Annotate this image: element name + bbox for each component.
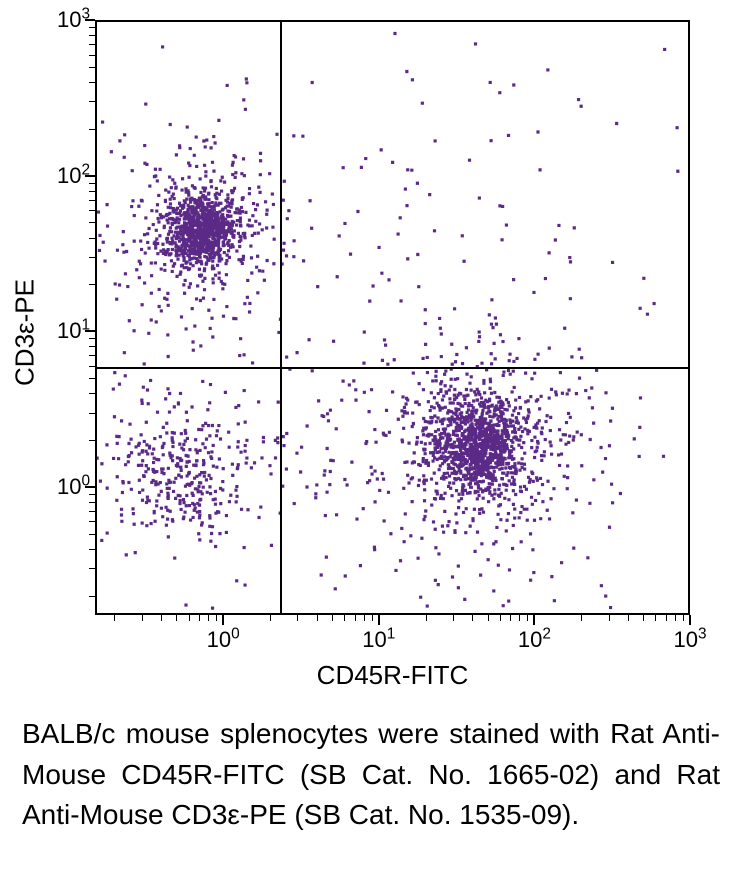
y-tick-minor (89, 183, 95, 184)
x-tick-minor (609, 615, 610, 621)
y-tick-minor (89, 393, 95, 394)
x-tick-minor (666, 615, 667, 621)
x-tick-minor (114, 615, 115, 621)
figure-caption: BALB/c mouse splenocytes were stained wi… (22, 714, 720, 836)
y-tick-minor (89, 413, 95, 414)
y-tick-label: 103 (40, 7, 90, 33)
x-tick-minor (199, 615, 200, 621)
y-tick-minor (89, 210, 95, 211)
x-tick-major (689, 615, 691, 625)
y-tick-label: 101 (40, 318, 90, 344)
y-tick-minor (89, 129, 95, 130)
y-tick-minor (89, 568, 95, 569)
x-tick-minor (488, 615, 489, 621)
y-tick-label: 100 (40, 474, 90, 500)
scatter-points (97, 32, 679, 610)
y-tick-minor (89, 346, 95, 347)
y-tick-minor (89, 67, 95, 68)
x-tick-minor (142, 615, 143, 621)
y-tick-minor (89, 200, 95, 201)
y-axis-label: CD3ε-PE (10, 279, 41, 386)
x-tick-minor (189, 615, 190, 621)
y-tick-minor (89, 596, 95, 597)
scatter-plot: 100101102103 100101102103 CD45R-FITC CD3… (95, 20, 690, 615)
x-tick-label: 103 (673, 627, 706, 653)
x-tick-major (378, 615, 380, 625)
y-tick-minor (89, 284, 95, 285)
caption-text-2: -PE (SB Cat. No. 1535-09). (240, 799, 579, 830)
y-tick-minor (89, 511, 95, 512)
y-tick-minor (89, 191, 95, 192)
y-tick-minor (89, 355, 95, 356)
y-tick-minor (89, 44, 95, 45)
y-tick-minor (89, 35, 95, 36)
x-tick-minor (453, 615, 454, 621)
x-tick-minor (161, 615, 162, 621)
y-tick-minor (89, 440, 95, 441)
x-tick-minor (426, 615, 427, 621)
y-tick-minor (89, 502, 95, 503)
x-tick-minor (317, 615, 318, 621)
x-tick-minor (372, 615, 373, 621)
scatter-points-layer (97, 22, 688, 613)
x-tick-label: 102 (518, 627, 551, 653)
y-tick-minor (89, 101, 95, 102)
y-tick-minor (89, 521, 95, 522)
caption-epsilon: ε (227, 799, 239, 830)
x-tick-major (222, 615, 224, 625)
x-tick-minor (472, 615, 473, 621)
y-tick-minor (89, 257, 95, 258)
x-tick-minor (270, 615, 271, 621)
x-tick-minor (643, 615, 644, 621)
x-tick-minor (355, 615, 356, 621)
x-tick-minor (581, 615, 582, 621)
x-tick-minor (683, 615, 684, 621)
figure-container: 100 101 102 103 100 101 102 103 CD45R-FITC CD3… (0, 0, 742, 884)
x-tick-minor (655, 615, 656, 621)
plot-area (95, 20, 690, 615)
x-tick-label: 101 (362, 627, 395, 653)
y-tick-minor (89, 534, 95, 535)
y-tick-minor (89, 494, 95, 495)
x-tick-minor (364, 615, 365, 621)
x-axis-label: CD45R-FITC (317, 660, 469, 691)
x-tick-minor (344, 615, 345, 621)
x-tick-minor (628, 615, 629, 621)
y-tick-minor (89, 366, 95, 367)
y-tick-minor (89, 378, 95, 379)
x-tick-minor (176, 615, 177, 621)
x-tick-minor (500, 615, 501, 621)
y-tick-minor (89, 55, 95, 56)
x-tick-minor (297, 615, 298, 621)
y-tick-minor (89, 222, 95, 223)
x-tick-minor (510, 615, 511, 621)
x-tick-minor (208, 615, 209, 621)
y-tick-label: 102 (40, 163, 90, 189)
quadrant-line-horizontal (97, 367, 688, 369)
y-tick-minor (89, 27, 95, 28)
y-tick-minor (89, 238, 95, 239)
quadrant-line-vertical (280, 22, 282, 613)
x-tick-label: 100 (207, 627, 240, 653)
x-tick-major (533, 615, 535, 625)
x-tick-minor (527, 615, 528, 621)
x-tick-minor (519, 615, 520, 621)
x-tick-minor (332, 615, 333, 621)
y-tick-minor (89, 82, 95, 83)
y-tick-minor (89, 338, 95, 339)
x-tick-minor (675, 615, 676, 621)
x-tick-minor (216, 615, 217, 621)
y-tick-minor (89, 549, 95, 550)
